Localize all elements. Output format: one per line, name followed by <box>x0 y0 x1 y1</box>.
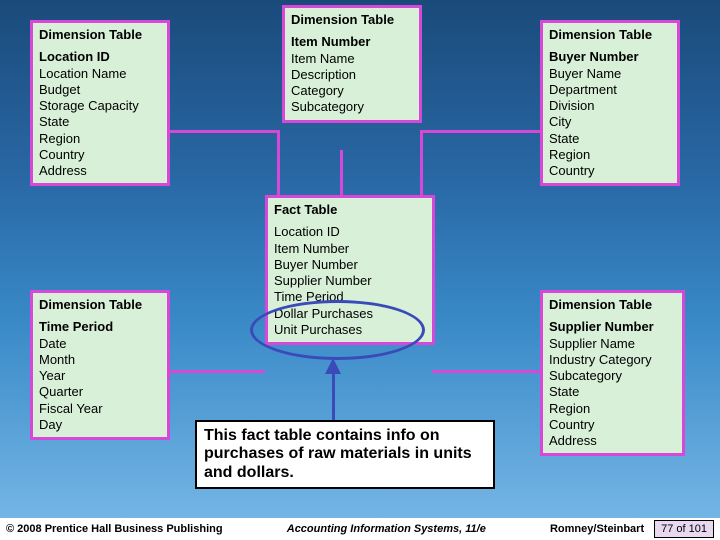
field: Country <box>39 147 161 163</box>
key-field: Supplier Number <box>549 319 676 335</box>
dimension-table-location: Dimension Table Location ID Location Nam… <box>30 20 170 186</box>
key-field: Item Number <box>291 34 413 50</box>
field: Address <box>549 433 676 449</box>
star-schema-diagram: Dimension Table Location ID Location Nam… <box>0 0 720 510</box>
field: Dollar Purchases <box>274 306 426 322</box>
field: Supplier Number <box>274 273 426 289</box>
field: Region <box>39 131 161 147</box>
field: Region <box>549 147 671 163</box>
field: Item Number <box>274 241 426 257</box>
field: State <box>549 384 676 400</box>
connector <box>420 130 540 133</box>
field: Country <box>549 417 676 433</box>
key-field: Buyer Number <box>549 49 671 65</box>
field: Location Name <box>39 66 161 82</box>
callout-text: This fact table contains info on purchas… <box>204 427 472 481</box>
callout-box: This fact table contains info on purchas… <box>195 420 495 489</box>
table-title: Dimension Table <box>291 12 413 28</box>
dimension-table-time: Dimension Table Time Period Date Month Y… <box>30 290 170 440</box>
field: Department <box>549 82 671 98</box>
dimension-table-buyer: Dimension Table Buyer Number Buyer Name … <box>540 20 680 186</box>
key-field: Location ID <box>39 49 161 65</box>
table-title: Dimension Table <box>549 297 676 313</box>
connector <box>165 370 265 373</box>
field: State <box>549 131 671 147</box>
field: Division <box>549 98 671 114</box>
field: Quarter <box>39 384 161 400</box>
callout-arrow-stem <box>332 370 335 420</box>
field: Month <box>39 352 161 368</box>
connector <box>432 370 540 373</box>
field: Storage Capacity <box>39 98 161 114</box>
connector <box>165 130 277 133</box>
field: Buyer Number <box>274 257 426 273</box>
field: Country <box>549 163 671 179</box>
slide-footer: © 2008 Prentice Hall Business Publishing… <box>0 518 720 540</box>
table-title: Dimension Table <box>549 27 671 43</box>
author-text: Romney/Steinbart <box>550 523 644 535</box>
field: Industry Category <box>549 352 676 368</box>
field: Date <box>39 336 161 352</box>
field: Item Name <box>291 51 413 67</box>
field: Subcategory <box>291 99 413 115</box>
field: Category <box>291 83 413 99</box>
field: Location ID <box>274 224 426 240</box>
field: Unit Purchases <box>274 322 426 338</box>
field: Subcategory <box>549 368 676 384</box>
connector <box>340 150 343 200</box>
copyright-text: © 2008 Prentice Hall Business Publishing <box>6 523 223 535</box>
field: Day <box>39 417 161 433</box>
field: State <box>39 114 161 130</box>
fact-table: Fact Table Location ID Item Number Buyer… <box>265 195 435 345</box>
field: City <box>549 114 671 130</box>
field: Supplier Name <box>549 336 676 352</box>
field: Region <box>549 401 676 417</box>
callout-arrow-head <box>325 358 341 374</box>
field: Address <box>39 163 161 179</box>
key-field: Time Period <box>39 319 161 335</box>
book-title: Accounting Information Systems, 11/e <box>223 523 550 535</box>
field: Buyer Name <box>549 66 671 82</box>
table-title: Dimension Table <box>39 27 161 43</box>
field: Year <box>39 368 161 384</box>
field: Budget <box>39 82 161 98</box>
table-title: Dimension Table <box>39 297 161 313</box>
dimension-table-item: Dimension Table Item Number Item Name De… <box>282 5 422 123</box>
field: Description <box>291 67 413 83</box>
field: Time Period <box>274 289 426 305</box>
table-title: Fact Table <box>274 202 426 218</box>
dimension-table-supplier: Dimension Table Supplier Number Supplier… <box>540 290 685 456</box>
page-number: 77 of 101 <box>654 520 714 538</box>
field: Fiscal Year <box>39 401 161 417</box>
